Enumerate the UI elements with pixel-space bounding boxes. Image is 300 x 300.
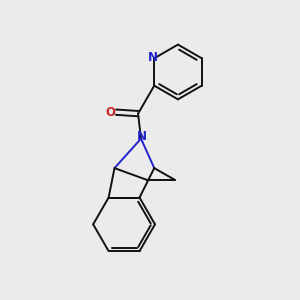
Text: N: N xyxy=(148,51,158,64)
Text: O: O xyxy=(106,106,116,119)
Text: N: N xyxy=(137,130,147,143)
